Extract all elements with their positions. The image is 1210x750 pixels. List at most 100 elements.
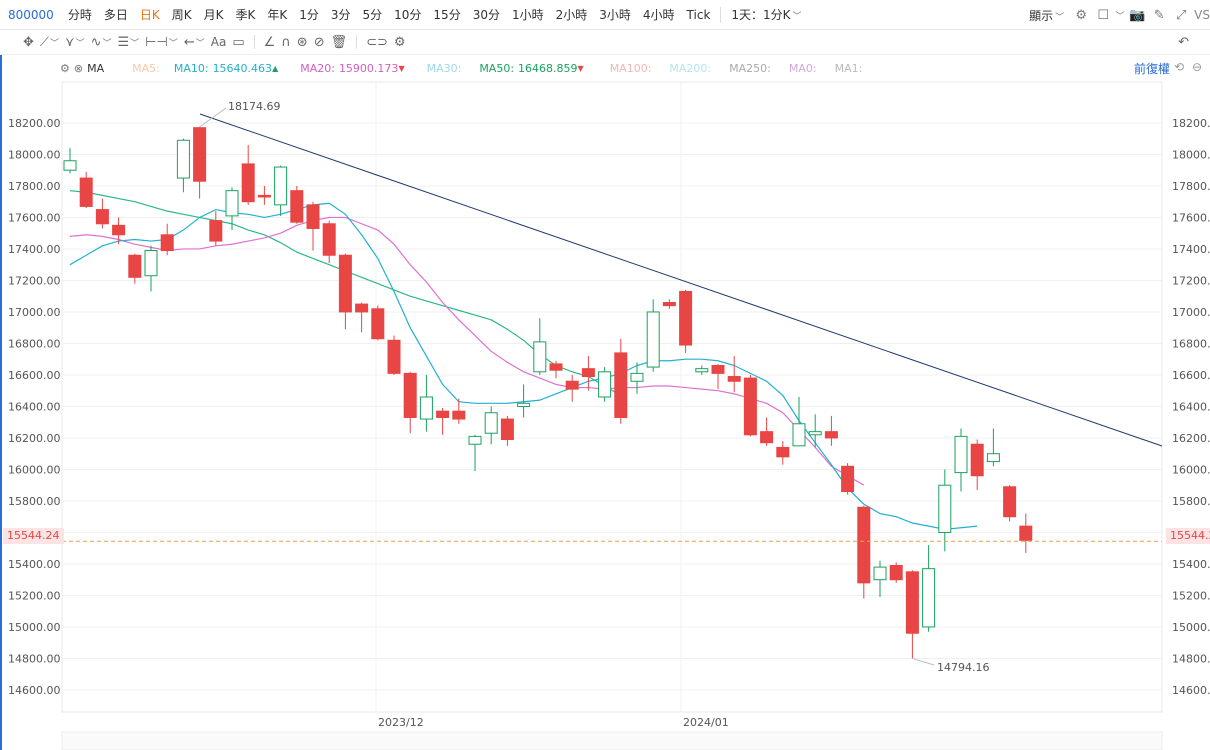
y-tick-label: 17600.00 — [1172, 211, 1210, 224]
timeframe-tab[interactable]: 1分 — [299, 8, 319, 22]
panel-edge — [0, 55, 2, 750]
ma250-label: MA250: — [729, 61, 771, 75]
y-tick-label: 17000.00 — [8, 306, 61, 319]
timeframe-tab[interactable]: 年K — [267, 8, 288, 22]
timeframe-tab[interactable]: 3小時 — [599, 8, 631, 22]
timeframe-tab[interactable]: 2小時 — [555, 8, 588, 22]
settings-icon[interactable]: ⚙ — [393, 34, 406, 50]
undo-icon[interactable]: ↶ — [1178, 34, 1189, 50]
price-adjust-toggle[interactable]: 前復權 — [1133, 62, 1170, 76]
timeframe-tab[interactable]: 30分 — [472, 8, 500, 22]
high-price-marker: 18174.69 — [228, 100, 281, 113]
indicator-settings-icon[interactable]: ⚙ — [60, 61, 70, 75]
minimize-icon[interactable]: ⊖ — [1191, 60, 1202, 74]
y-tick-label: 14800.00 — [8, 652, 61, 665]
plot-frame — [61, 81, 1163, 713]
candle-body — [274, 166, 288, 206]
timeframe-tab[interactable]: 10分 — [394, 8, 422, 22]
candle-body — [598, 371, 612, 398]
compare-label[interactable]: VS — [1194, 8, 1210, 22]
chevron-down-icon[interactable]: ﹀ — [1115, 11, 1125, 22]
gear-icon[interactable]: ⚙ — [1075, 7, 1087, 23]
fullscreen-icon[interactable]: ⤢ — [1175, 7, 1187, 23]
reset-icon[interactable]: ⟲ — [1173, 60, 1184, 74]
link-icon[interactable]: ⊂⊃ — [366, 34, 388, 50]
candle-body — [176, 139, 190, 179]
candle-body — [338, 254, 352, 313]
low-price-marker: 14794.16 — [937, 661, 990, 674]
y-tick-label: 16000.00 — [1172, 463, 1210, 476]
ma30-label: MA30: — [426, 61, 462, 75]
y-tick-label: 15000.00 — [8, 621, 61, 634]
display-menu[interactable]: 顯示 ﹀ — [1023, 7, 1070, 24]
indicator-name[interactable]: MA — [87, 61, 105, 75]
indicator-close-icon[interactable]: ⊗ — [73, 61, 84, 75]
timeframe-tab[interactable]: 日K — [139, 8, 160, 22]
checkbox-icon[interactable]: ☐ — [1097, 7, 1109, 23]
ma20-line — [69, 216, 865, 486]
drawing-toolbar: ✥ ⟋ ﹀ ⋎ ﹀ ∿ ﹀ ☰ ﹀ ⊢⊣ ﹀ ← ﹀ Aa ▭ ∠ ∩ ⊛ ⊘ 🗑 ⊂⊃ ⚙… — [0, 30, 1210, 55]
candle-body — [306, 204, 320, 229]
channel-tool-icon[interactable]: ⋎ ﹀ — [65, 34, 85, 50]
timeframe-tab[interactable]: 月K — [203, 8, 224, 22]
y-tick-label: 14600.00 — [8, 684, 61, 697]
candle-body — [257, 194, 271, 198]
ma10-label: MA10: — [173, 61, 209, 75]
timeframe-tab[interactable]: 5分 — [362, 8, 383, 22]
timeframe-tab[interactable]: Tick — [686, 7, 711, 22]
timeframe-tab[interactable]: 季K — [235, 8, 256, 22]
candle-body — [776, 446, 790, 458]
display-label: 顯示 — [1029, 8, 1054, 23]
timeframe-tab[interactable]: 1小時 — [511, 8, 544, 22]
text-tool-icon[interactable]: Aa — [210, 35, 227, 49]
candle-body — [403, 372, 417, 418]
candle-body — [484, 412, 498, 434]
fib-tool-icon[interactable]: ☰ ﹀ — [117, 34, 140, 50]
ma0-label: MA0: — [788, 61, 817, 75]
arrow-tool-icon[interactable]: ← ﹀ — [183, 34, 205, 50]
y-tick-label: 16800.00 — [8, 337, 61, 350]
trash-icon[interactable]: 🗑 — [330, 34, 348, 50]
candle-body — [565, 380, 579, 390]
y-tick-label: 18200.00 — [1172, 117, 1210, 130]
candle-body — [1003, 486, 1017, 518]
y-tick-label: 17200.00 — [8, 274, 61, 287]
candle-body — [241, 163, 255, 203]
candle-body — [500, 418, 514, 441]
symbol-code[interactable]: 800000 — [8, 7, 54, 22]
comment-tool-icon[interactable]: ▭ — [232, 34, 245, 50]
candle-body — [808, 431, 822, 436]
timeframe-tab[interactable]: 分時 — [67, 8, 92, 22]
timeframe-tab[interactable]: 周K — [171, 8, 192, 22]
camera-icon[interactable]: 📷 — [1129, 7, 1146, 23]
y-tick-label: 14800.00 — [1172, 652, 1210, 665]
timeframe-tab[interactable]: 多日 — [103, 8, 128, 22]
candle-body — [905, 571, 919, 634]
candle-body — [144, 250, 158, 277]
timeframe-tab[interactable]: 4小時 — [642, 8, 675, 22]
timeframe-tab[interactable]: 3分 — [330, 8, 351, 22]
angle-tool-icon[interactable]: ∠ — [263, 34, 276, 50]
timeframe-tab[interactable]: 15分 — [433, 8, 461, 22]
interval-select[interactable]: 1天：1分K ﹀ — [725, 6, 807, 23]
candle-body — [517, 402, 531, 407]
trendline-tool-icon[interactable]: ⟋ ﹀ — [39, 34, 60, 50]
hide-icon[interactable]: ⊘ — [313, 34, 325, 50]
y-tick-label: 18200.00 — [8, 117, 61, 130]
candle-body — [225, 190, 239, 217]
crosshair-icon[interactable]: ✥ — [23, 34, 34, 50]
pencil-icon[interactable]: ✎ — [1153, 7, 1165, 23]
candle-body — [889, 565, 903, 581]
y-tick-label: 17800.00 — [1172, 180, 1210, 193]
wave-tool-icon[interactable]: ∿ ﹀ — [90, 34, 112, 50]
candle-body — [387, 339, 401, 374]
ma200-label: MA200: — [669, 61, 712, 75]
chevron-down-icon: ﹀ — [1055, 12, 1065, 23]
candle-body — [1019, 525, 1033, 541]
lock-icon[interactable]: ⊛ — [296, 34, 308, 50]
candle-body — [452, 410, 466, 420]
candle-body — [727, 376, 741, 382]
measure-tool-icon[interactable]: ⊢⊣ ﹀ — [145, 34, 178, 50]
magnet-icon[interactable]: ∩ — [281, 34, 291, 50]
